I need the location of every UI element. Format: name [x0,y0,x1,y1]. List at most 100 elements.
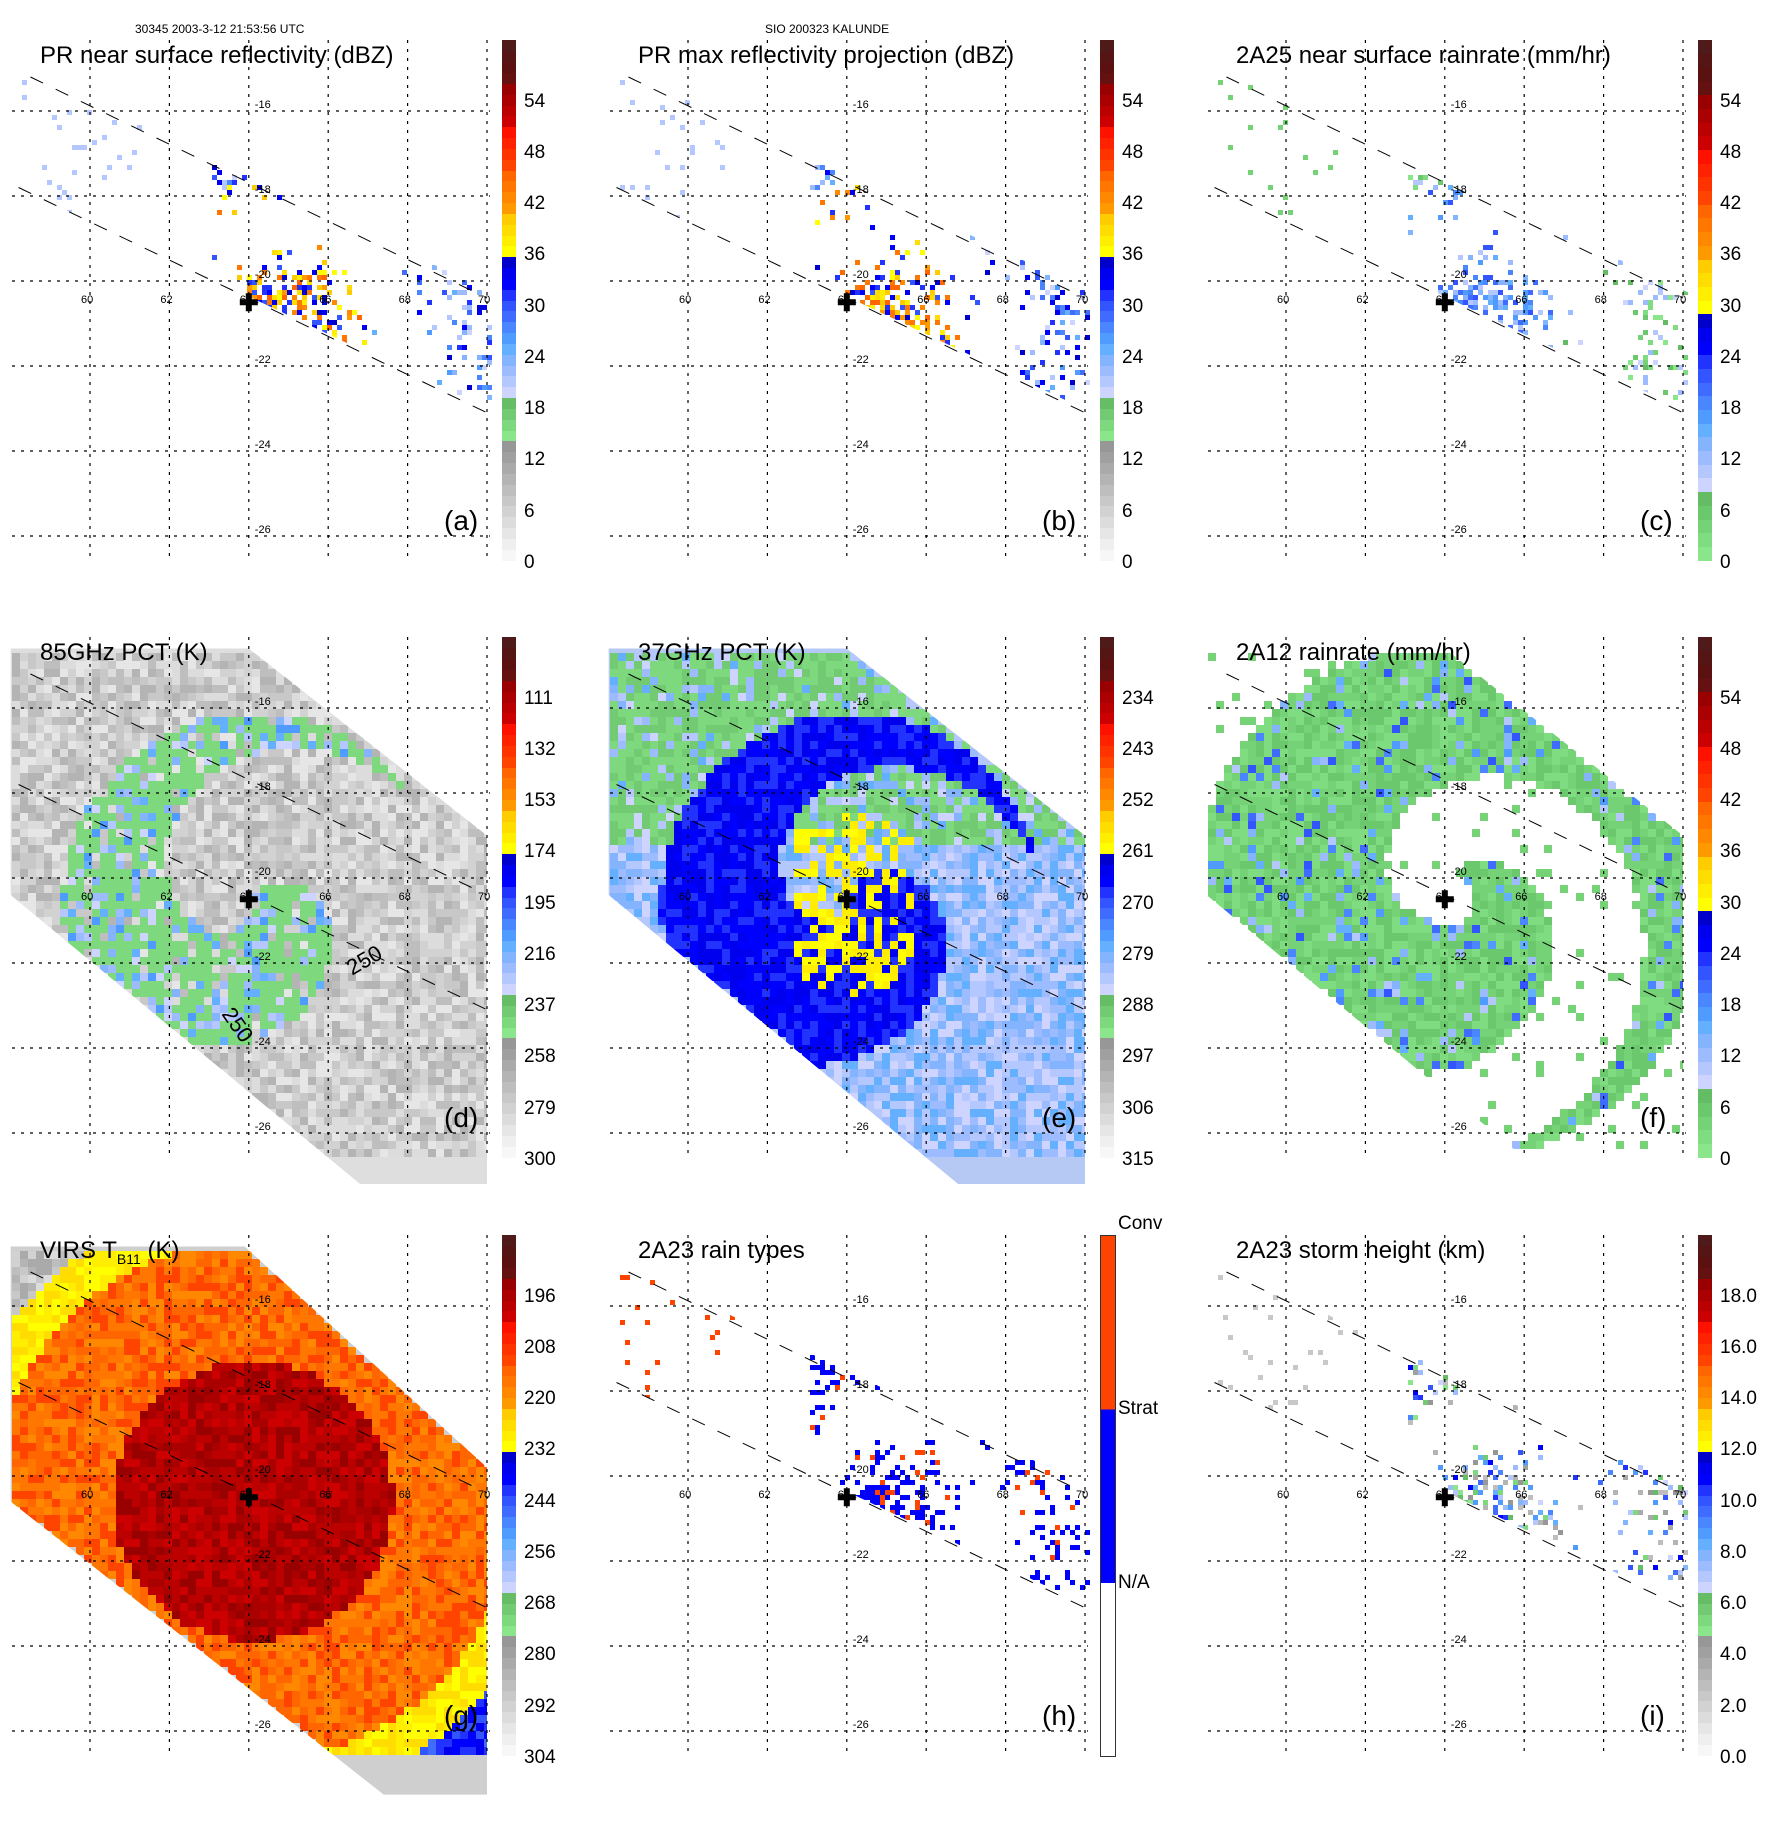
data-pixel [412,1125,420,1133]
data-pixel [348,1037,356,1045]
data-pixel [432,325,437,330]
data-pixel [317,270,322,275]
data-pixel [172,725,180,733]
data-pixel [52,909,60,917]
data-pixel [778,829,786,837]
data-pixel [762,709,770,717]
data-pixel [875,285,880,290]
data-pixel [276,869,284,877]
data-pixel [364,821,372,829]
data-pixel [316,869,324,877]
data-pixel [292,917,300,925]
data-pixel [650,853,658,861]
panel-d: 85GHz PCT (K)606264666870-16-18-20-22-24… [12,637,602,1227]
data-pixel [364,1021,372,1029]
data-pixel [372,1029,380,1037]
data-pixel [698,749,706,757]
data-pixel [36,829,44,837]
data-pixel [484,853,492,861]
data-pixel [292,725,300,733]
data-pixel [427,330,432,335]
colorbar-segment [1100,257,1114,268]
data-pixel [484,909,492,917]
data-pixel [870,300,875,305]
lon-label: 66 [319,891,331,903]
data-pixel [914,733,922,741]
data-pixel [84,933,92,941]
data-pixel [364,853,372,861]
data-pixel [396,1149,404,1157]
data-pixel [372,1101,380,1109]
data-pixel [196,749,204,757]
data-pixel [188,885,196,893]
colorbar-segment [502,1049,516,1060]
data-pixel [164,677,172,685]
data-pixel [417,290,422,295]
data-pixel [172,677,180,685]
data-pixel [1065,335,1070,340]
data-pixel [232,180,237,185]
data-pixel [52,765,60,773]
data-pixel [236,693,244,701]
data-pixel [834,733,842,741]
data-pixel [786,845,794,853]
data-pixel [1683,370,1688,375]
data-pixel [148,949,156,957]
data-pixel [1488,300,1493,305]
data-pixel [236,709,244,717]
data-pixel [460,1037,468,1045]
data-pixel [436,1029,444,1037]
data-pixel [452,1141,460,1149]
data-pixel [268,717,276,725]
colorbar-segment [1698,396,1712,410]
data-pixel [140,757,148,765]
data-pixel [292,869,300,877]
data-pixel [706,821,714,829]
data-pixel [308,869,316,877]
data-pixel [292,1125,300,1133]
data-pixel [642,677,650,685]
data-pixel [890,295,895,300]
data-pixel [978,837,986,845]
colorbar-segment [1100,430,1114,441]
data-pixel [930,725,938,733]
data-pixel [834,653,842,661]
data-pixel [890,837,898,845]
colorbar-tick-label: 54 [524,91,545,113]
data-pixel [460,845,468,853]
data-pixel [626,781,634,789]
data-pixel [282,285,287,290]
colorbar-segment [1698,54,1712,68]
data-pixel [372,1013,380,1021]
data-pixel [277,195,282,200]
data-pixel [180,917,188,925]
data-pixel [770,821,778,829]
data-pixel [100,861,108,869]
data-pixel [276,981,284,989]
data-pixel [340,837,348,845]
data-pixel [300,869,308,877]
colorbar-segment [502,995,516,1006]
data-pixel [618,733,626,741]
data-pixel [356,1005,364,1013]
data-pixel [308,989,316,997]
colorbar-segment [1698,492,1712,506]
data-pixel [1683,380,1688,385]
data-pixel [467,300,472,305]
data-pixel [938,741,946,749]
data-pixel [372,1037,380,1045]
data-pixel [420,1061,428,1069]
data-pixel [468,957,476,965]
data-pixel [436,933,444,941]
data-pixel [698,837,706,845]
data-pixel [332,1149,340,1157]
data-pixel [674,717,682,725]
data-pixel [156,717,164,725]
data-pixel [252,997,260,1005]
data-pixel [460,965,468,973]
data-pixel [650,829,658,837]
data-pixel [357,315,362,320]
data-pixel [396,1037,404,1045]
data-pixel [92,845,100,853]
data-pixel [132,677,140,685]
